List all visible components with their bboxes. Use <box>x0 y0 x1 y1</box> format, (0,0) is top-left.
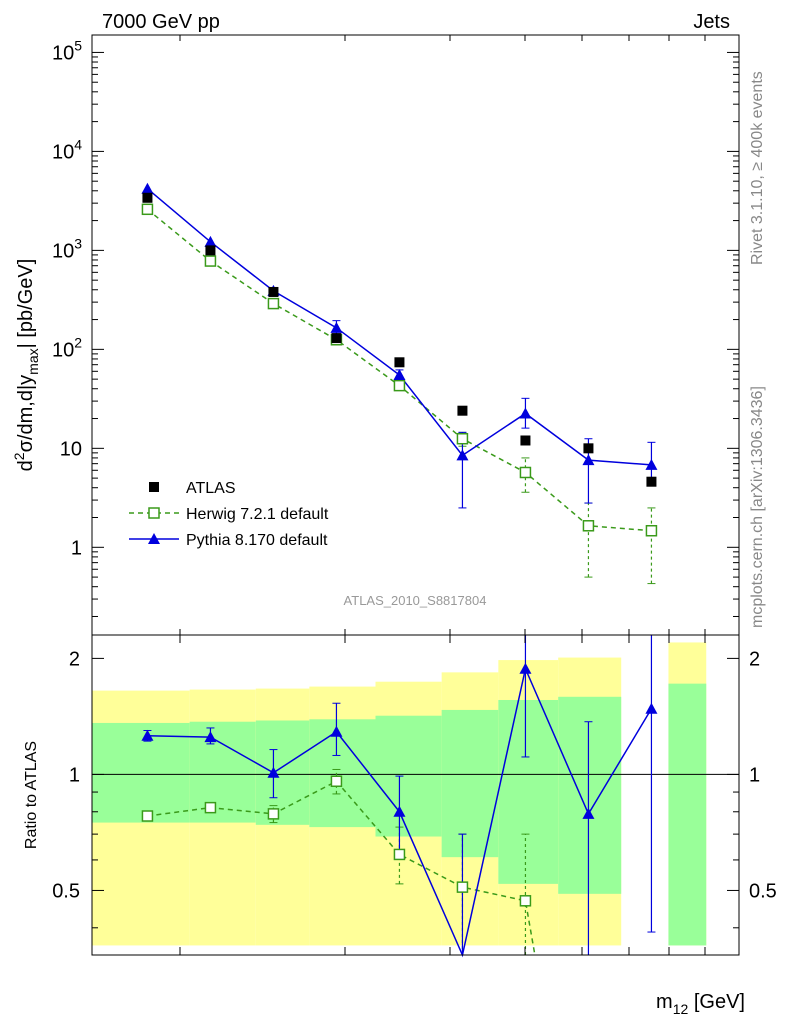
herwig-marker <box>645 524 658 537</box>
pythia-ratio-marker <box>267 766 280 778</box>
herwig-ratio-marker <box>393 848 406 861</box>
atlas-marker <box>457 405 468 416</box>
atlas-marker <box>331 333 342 344</box>
legend-label: ATLAS <box>186 480 236 497</box>
uncertainty-band-inner <box>309 719 376 828</box>
herwig-marker <box>141 203 154 216</box>
pythia-marker <box>519 407 532 419</box>
herwig-marker <box>519 466 532 479</box>
pythia-marker <box>456 449 469 461</box>
main-y-axis-label: d2σ/dm,d|ymax| [pb/GeV] <box>11 259 41 472</box>
atlas-marker <box>268 286 279 297</box>
uncertainty-band-inner <box>668 683 707 946</box>
legend-herwig-marker <box>148 507 160 519</box>
ratio-y-tick-label-left: 1 <box>69 764 80 786</box>
side-label-rivet: Rivet 3.1.10, ≥ 400k events <box>749 71 766 265</box>
legend-atlas-marker <box>149 482 159 492</box>
pythia-ratio-marker <box>204 731 217 743</box>
y-tick-label: 104 <box>52 136 82 163</box>
herwig-marker <box>204 255 217 267</box>
ratio-y-tick-label-right: 1 <box>749 764 760 786</box>
ratio-frame <box>91 634 740 956</box>
atlas-marker <box>583 443 594 454</box>
herwig-ratio-marker <box>267 808 280 820</box>
watermark: ATLAS_2010_S8817804 <box>344 593 487 608</box>
ratio-panel: 0.5 0.5 1 1 2 2 Ratio to ATLAS m12 [GeV] <box>23 634 777 1017</box>
pythia-ratio-marker <box>519 662 532 674</box>
pythia-ratio-marker <box>645 702 658 714</box>
header-right: Jets <box>693 11 730 33</box>
side-label-mcplots: mcplots.cern.ch [arXiv:1306.3436] <box>749 386 766 628</box>
pythia-marker <box>393 369 406 381</box>
atlas-marker <box>142 192 153 203</box>
uncertainty-band-inner <box>92 722 190 823</box>
header-left: 7000 GeV pp <box>102 11 220 33</box>
y-tick-label: 102 <box>52 334 82 361</box>
herwig-marker <box>393 379 406 392</box>
atlas-marker <box>205 245 216 256</box>
uncertainty-band-inner <box>498 699 559 884</box>
uncertainty-band-inner <box>558 696 622 894</box>
ratio-y-tick-label-left: 0.5 <box>52 880 80 902</box>
ratio-y-tick-label-left: 2 <box>69 648 80 670</box>
ratio-y-tick-label-right: 0.5 <box>749 880 777 902</box>
herwig-ratio-marker <box>141 810 154 822</box>
pythia-marker <box>204 235 217 247</box>
uncertainty-band-inner <box>375 715 442 837</box>
herwig-marker <box>456 432 469 445</box>
y-tick-label: 1 <box>71 537 82 559</box>
pythia-marker <box>330 321 343 333</box>
ratio-y-tick-label-right: 2 <box>749 648 760 670</box>
herwig-ratio-marker <box>204 801 217 814</box>
uncertainty-band-inner <box>189 721 256 823</box>
pythia-line <box>146 188 652 466</box>
legend-pythia-marker <box>148 533 160 544</box>
herwig-ratio-marker <box>519 895 532 907</box>
atlas-marker <box>394 357 405 368</box>
herwig-marker <box>267 297 280 310</box>
y-tick-label: 10 <box>60 438 82 460</box>
y-tick-label: 105 <box>52 37 82 64</box>
atlas-marker <box>646 476 657 487</box>
pythia-ratio-marker <box>582 807 595 819</box>
pythia-ratio-marker <box>330 725 343 737</box>
x-axis-label: m12 [GeV] <box>656 991 745 1017</box>
pythia-marker <box>582 454 595 466</box>
pythia-ratio-marker <box>141 729 154 741</box>
herwig-marker <box>582 520 595 532</box>
legend: ATLAS Herwig 7.2.1 default Pythia 8.170 de… <box>129 480 329 549</box>
herwig-ratio-line <box>147 780 536 956</box>
ratio-y-axis-label: Ratio to ATLAS <box>23 741 40 849</box>
uncertainty-band-inner <box>255 720 310 825</box>
herwig-ratio-marker <box>456 881 469 893</box>
pythia-marker <box>141 182 154 194</box>
uncertainty-band-inner <box>441 709 499 858</box>
legend-label: Herwig 7.2.1 default <box>186 506 329 523</box>
atlas-marker <box>520 435 531 446</box>
herwig-ratio-marker <box>330 775 343 788</box>
pythia-marker <box>645 458 658 470</box>
legend-label: Pythia 8.170 default <box>186 532 328 549</box>
y-tick-label: 103 <box>52 235 82 262</box>
pythia-ratio-marker <box>393 805 406 817</box>
